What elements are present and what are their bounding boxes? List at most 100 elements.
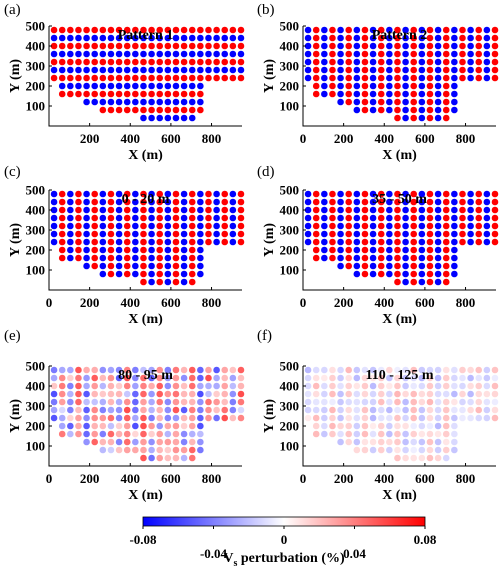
scatter-point: [394, 398, 401, 406]
scatter-point: [132, 34, 139, 42]
scatter-point: [123, 214, 131, 222]
scatter-point: [180, 50, 188, 58]
scatter-point: [50, 366, 58, 374]
scatter-point: [386, 430, 393, 438]
scatter-point: [164, 438, 172, 446]
scatter-point: [386, 222, 393, 230]
panel-title: Pattern 2: [372, 28, 428, 43]
scatter-point: [345, 58, 353, 66]
scatter-point: [156, 270, 164, 278]
scatter-point: [115, 34, 123, 42]
scatter-point: [418, 98, 426, 106]
scatter-point: [180, 430, 188, 438]
scatter-point: [394, 82, 401, 90]
scatter-point: [115, 106, 123, 114]
scatter-point: [156, 238, 164, 246]
scatter-point: [132, 206, 139, 214]
y-tick-label: 100: [280, 439, 300, 454]
scatter-point: [213, 206, 220, 214]
scatter-point: [451, 214, 458, 222]
scatter-point: [180, 74, 188, 82]
scatter-point: [67, 390, 74, 398]
scatter-point: [50, 406, 58, 414]
scatter-point: [91, 414, 99, 422]
scatter-point: [451, 106, 458, 114]
scatter-point: [83, 90, 90, 98]
scatter-point: [221, 398, 229, 406]
scatter-point: [58, 42, 66, 50]
scatter-point: [377, 74, 385, 82]
scatter-point: [123, 26, 131, 34]
scatter-point: [345, 398, 353, 406]
panel-title: Pattern 1: [118, 28, 174, 43]
scatter-point: [475, 414, 483, 422]
y-tick-label: 300: [26, 399, 46, 414]
scatter-point: [442, 74, 450, 82]
scatter-point: [229, 366, 237, 374]
scatter-point: [188, 406, 196, 414]
scatter-point: [99, 90, 107, 98]
scatter-point: [99, 190, 107, 198]
scatter-point: [345, 42, 353, 50]
scatter-point: [99, 430, 107, 438]
scatter-point: [442, 366, 450, 374]
scatter-point: [205, 74, 212, 82]
scatter-point: [394, 414, 401, 422]
scatter-point: [451, 254, 458, 262]
scatter-point: [361, 406, 369, 414]
scatter-point: [107, 42, 115, 50]
scatter-point: [410, 398, 418, 406]
scatter-points: [50, 366, 245, 462]
scatter-point: [394, 262, 401, 270]
scatter-point: [197, 438, 204, 446]
scatter-point: [180, 206, 188, 214]
scatter-point: [140, 90, 147, 98]
scatter-point: [107, 34, 115, 42]
scatter-point: [115, 190, 123, 198]
scatter-point: [83, 406, 90, 414]
scatter-point: [434, 254, 442, 262]
scatter-point: [434, 98, 442, 106]
scatter-point: [132, 382, 139, 390]
y-tick-label: 400: [280, 39, 300, 54]
scatter-point: [172, 438, 180, 446]
scatter-point: [353, 190, 361, 198]
scatter-point: [99, 238, 107, 246]
scatter-point: [188, 58, 196, 66]
scatter-point: [329, 74, 336, 82]
scatter-point: [75, 34, 82, 42]
scatter-point: [164, 398, 172, 406]
scatter-point: [418, 390, 426, 398]
scatter-point: [229, 238, 237, 246]
scatter-point: [188, 50, 196, 58]
scatter-point: [180, 438, 188, 446]
scatter-point: [337, 214, 344, 222]
scatter-point: [321, 390, 328, 398]
scatter-point: [442, 214, 450, 222]
scatter-point: [304, 50, 312, 58]
scatter-point: [123, 270, 131, 278]
scatter-point: [361, 222, 369, 230]
scatter-point: [197, 414, 204, 422]
scatter-point: [107, 414, 115, 422]
scatter-point: [148, 446, 155, 454]
scatter-point: [132, 66, 139, 74]
scatter-point: [369, 90, 377, 98]
scatter-point: [394, 270, 401, 278]
scatter-point: [410, 382, 418, 390]
scatter-point: [304, 382, 312, 390]
scatter-point: [164, 366, 172, 374]
scatter-point: [148, 230, 155, 238]
scatter-point: [140, 214, 147, 222]
scatter-point: [361, 398, 369, 406]
scatter-point: [67, 190, 74, 198]
scatter-point: [188, 390, 196, 398]
scatter-point: [172, 454, 180, 462]
scatter-point: [442, 190, 450, 198]
y-tick-label: 100: [26, 263, 46, 278]
scatter-point: [180, 246, 188, 254]
scatter-point: [402, 26, 409, 34]
x-axis-label: X (m): [382, 312, 417, 327]
scatter-point: [491, 390, 499, 398]
scatter-point: [361, 230, 369, 238]
